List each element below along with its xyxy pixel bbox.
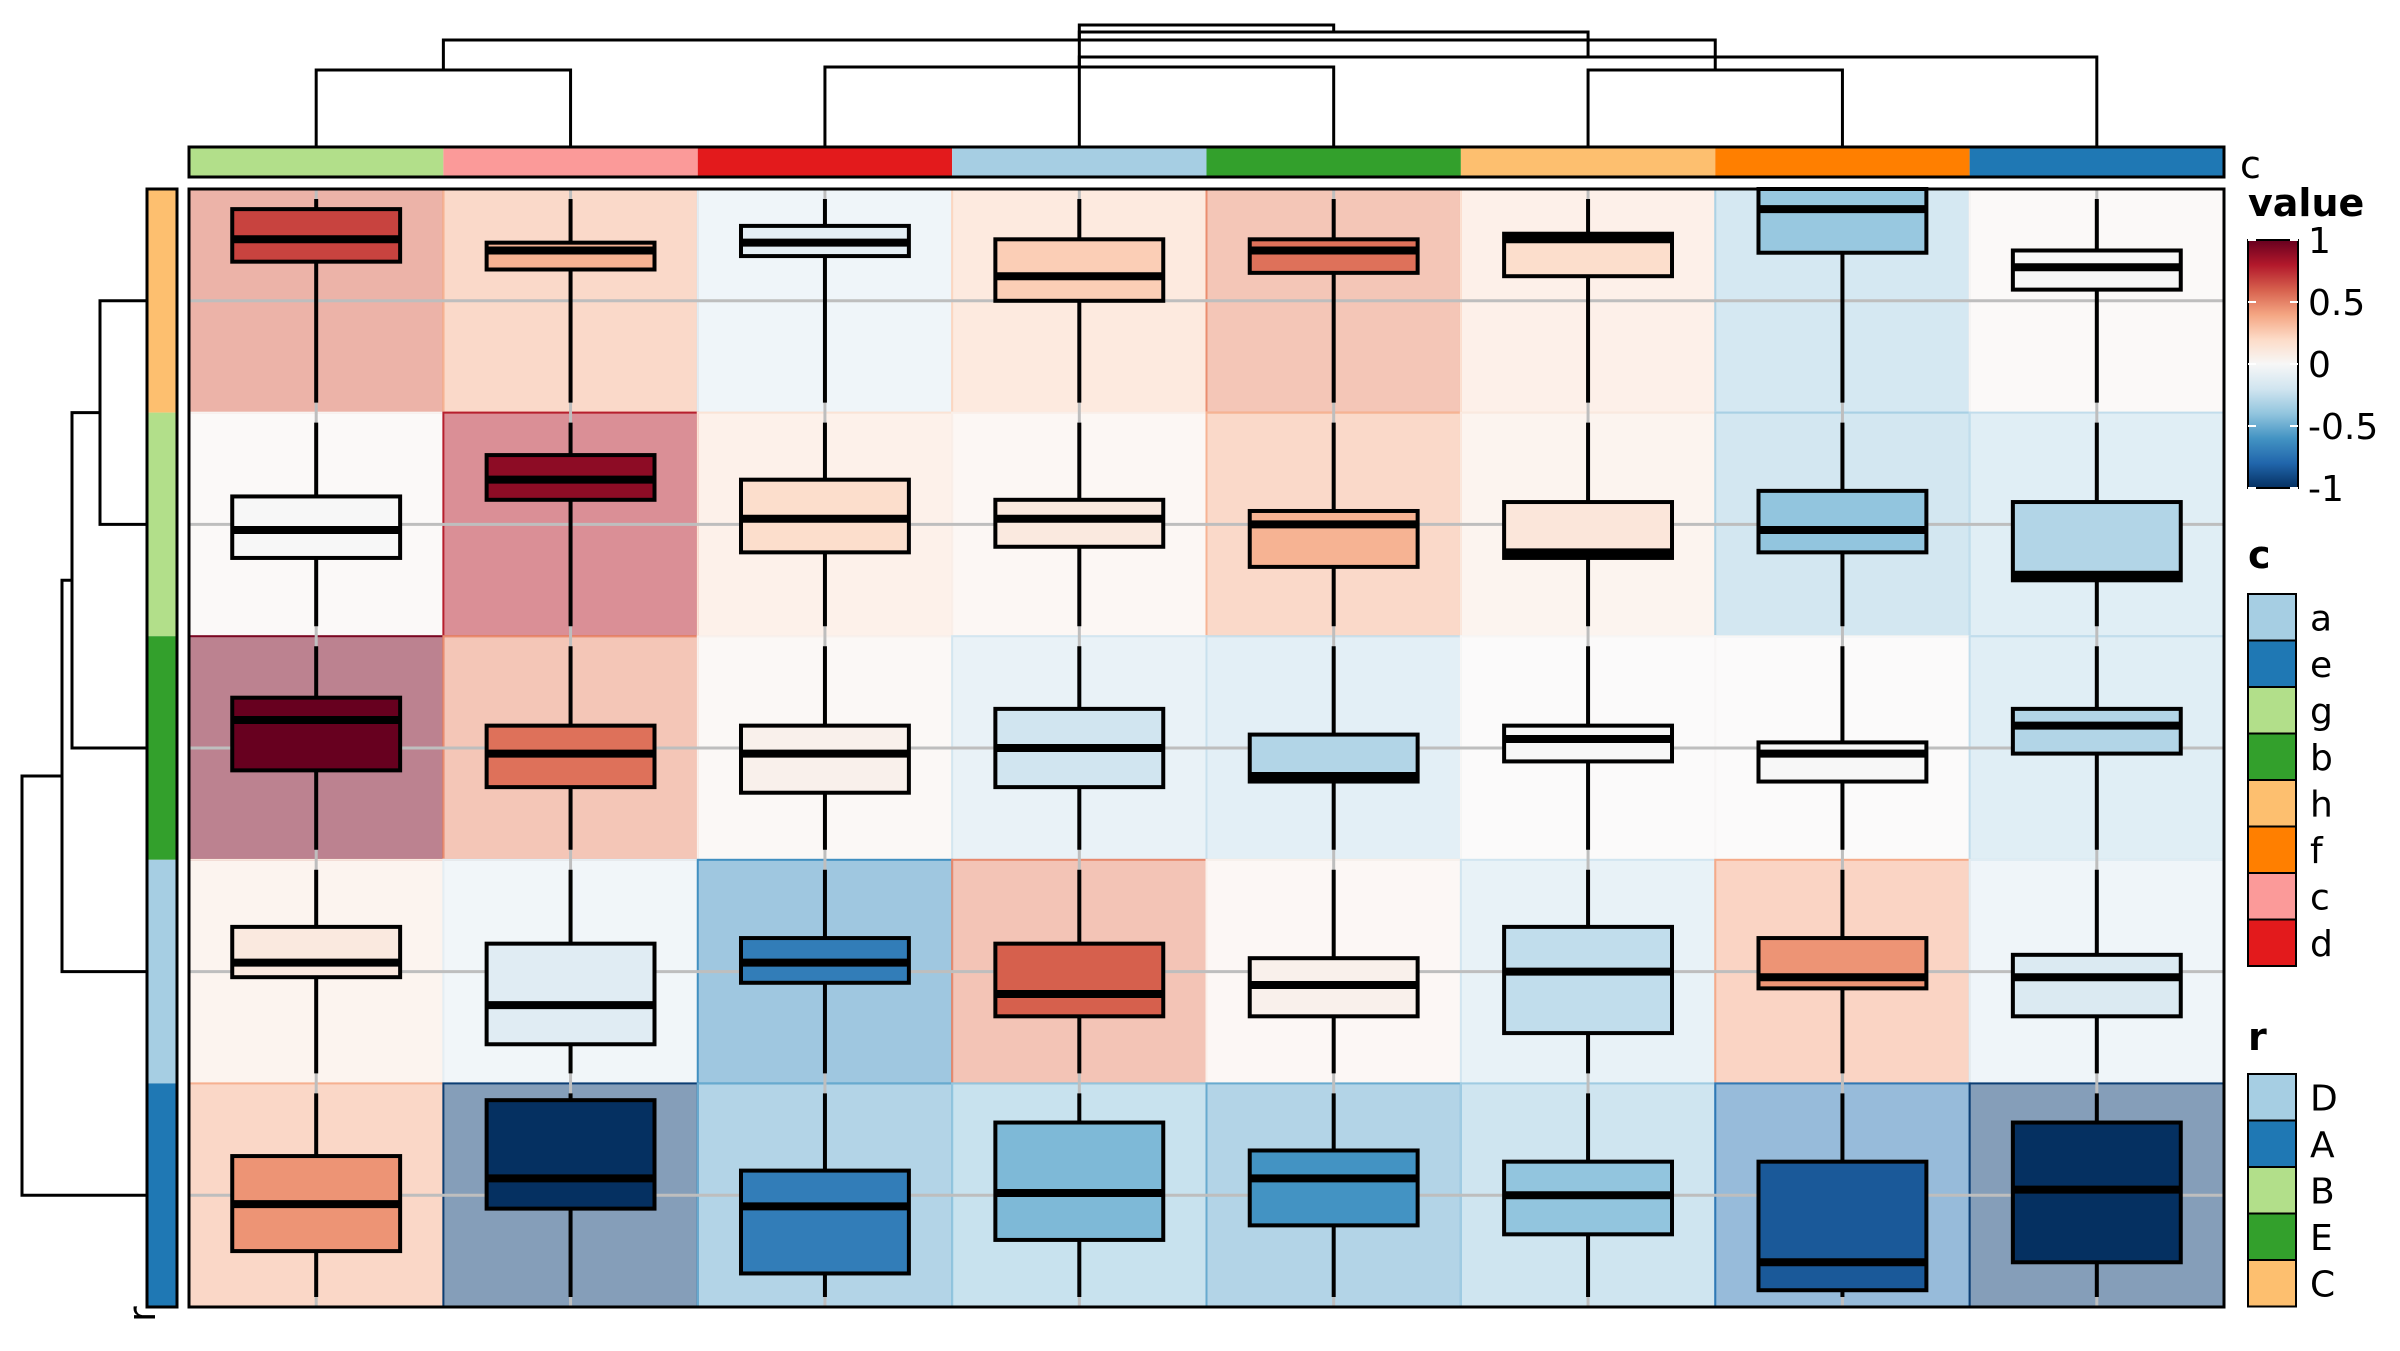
column-annotation-cell: [189, 147, 444, 177]
column-annotation-cell: [443, 147, 698, 177]
boxplot-box: [738, 1168, 911, 1276]
column-annotation-border: [187, 145, 2226, 179]
legend-swatch: [2247, 825, 2297, 874]
boxplot-box: [993, 941, 1166, 1019]
legend-label: E: [2310, 1218, 2333, 1259]
boxplot-box: [1247, 237, 1420, 275]
boxplot-box: [993, 497, 1166, 549]
legend-swatch: [2247, 1166, 2297, 1215]
color-scale-legend: 1 0.5 0 -0.5 -1: [2247, 221, 2378, 510]
dendrogram-branch: [98, 299, 147, 526]
column-annotation-cell: [1206, 147, 1461, 177]
legend-swatch: [2247, 732, 2297, 781]
legend-label: a: [2310, 598, 2332, 639]
color-scale-tick-label: -1: [2308, 469, 2344, 510]
color-scale-title: value: [2248, 181, 2364, 225]
column-annotation-bar: [187, 145, 2226, 179]
legend-label: c: [2310, 877, 2330, 918]
legend-swatch: [2247, 1259, 2297, 1308]
legend-label: D: [2310, 1078, 2338, 1119]
boxplot-box: [230, 695, 403, 773]
column-annotation-cell: [1969, 147, 2224, 177]
color-scale-tick-label: 0: [2308, 345, 2331, 386]
legend-swatch: [2247, 593, 2297, 642]
legend-swatch: [2247, 1212, 2297, 1261]
boxplot-box: [1502, 924, 1675, 1036]
column-annotation-cell: [697, 147, 953, 177]
color-scale-tick-label: -0.5: [2308, 407, 2378, 448]
row-annotation-cell: [147, 1083, 177, 1307]
boxplot-box: [993, 1120, 1166, 1242]
dendrogram-branch: [1077, 23, 1336, 40]
row-annotation-bar: [145, 187, 179, 1309]
boxplot-box: [993, 237, 1166, 303]
column-legend-title: c: [2248, 533, 2271, 577]
row-annotation-cell: [147, 412, 177, 637]
boxplot-box: [484, 941, 657, 1047]
row-annotation-title: r: [120, 1306, 164, 1322]
legend-swatch: [2247, 639, 2297, 688]
legend-label: f: [2310, 831, 2324, 872]
legend-label: B: [2310, 1171, 2335, 1212]
legend-swatch: [2247, 686, 2297, 735]
dendrogram-branch: [314, 68, 573, 147]
row-dendrogram: [20, 299, 147, 1197]
boxplot-box: [1247, 1148, 1420, 1228]
boxplot-box: [2010, 706, 2183, 756]
column-annotation-cell: [1715, 147, 1970, 177]
boxplot-box: [484, 1098, 657, 1211]
row-annotation-border: [145, 187, 179, 1309]
legend-swatch: [2247, 1073, 2297, 1122]
legend-label: g: [2310, 691, 2333, 732]
legend-swatch: [2247, 918, 2297, 967]
boxplot-box: [1247, 508, 1420, 569]
legend-label: C: [2310, 1264, 2335, 1305]
column-annotation-title: c: [2240, 143, 2261, 187]
legend-swatch: [2247, 779, 2297, 828]
dendrogram-branch: [1586, 68, 1844, 147]
column-annotation-cell: [1460, 147, 1716, 177]
boxplot-box: [2010, 952, 2183, 1019]
column-annotation-cell: [952, 147, 1207, 177]
legend-swatch: [2247, 872, 2297, 921]
color-scale-bar: [2247, 239, 2299, 489]
row-annotation-cell: [147, 636, 177, 860]
dendrogram-branch: [70, 411, 147, 750]
color-scale-tick-label: 1: [2308, 221, 2331, 262]
boxplot-box: [230, 924, 403, 980]
color-scale-tick-label: 0.5: [2308, 283, 2365, 324]
dendrogram-branch: [60, 578, 147, 974]
boxplot-box: [1756, 187, 1929, 255]
dendrogram-branch: [1077, 30, 1590, 67]
dendrogram-branch: [20, 774, 147, 1197]
boxplot-box: [1502, 723, 1675, 764]
heatmap-border: [187, 187, 2226, 1309]
boxplot-layer: [189, 187, 2224, 1307]
legend-label: e: [2310, 645, 2332, 686]
boxplot-box: [1756, 740, 1929, 784]
boxplot-box: [2010, 500, 2183, 583]
row-annotation-cell: [147, 859, 177, 1084]
row-legend-title: r: [2248, 1015, 2267, 1059]
legend-label: d: [2310, 924, 2333, 965]
legend-swatch: [2247, 1119, 2297, 1168]
row-annotation-cell: [147, 189, 177, 413]
legend-label: h: [2310, 784, 2333, 825]
column-dendrogram: [314, 23, 2099, 147]
legend-label: A: [2310, 1125, 2335, 1166]
legend-label: b: [2310, 738, 2333, 779]
boxplot-box: [1756, 488, 1929, 555]
boxplot-box: [1756, 1159, 1929, 1293]
boxplot-box: [738, 723, 911, 795]
